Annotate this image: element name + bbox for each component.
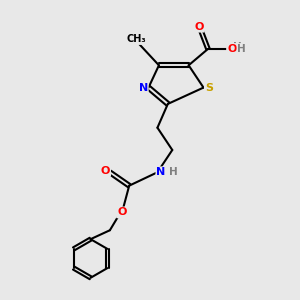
Text: S: S (205, 82, 213, 93)
Text: O: O (101, 166, 110, 176)
Text: H: H (233, 43, 242, 52)
Text: O: O (227, 44, 236, 54)
Text: H: H (169, 167, 177, 177)
Text: O: O (117, 207, 127, 218)
Text: O: O (194, 22, 204, 32)
Text: CH₃: CH₃ (127, 34, 146, 44)
Text: N: N (156, 167, 166, 177)
Text: N: N (139, 82, 148, 93)
Text: H: H (238, 44, 246, 54)
